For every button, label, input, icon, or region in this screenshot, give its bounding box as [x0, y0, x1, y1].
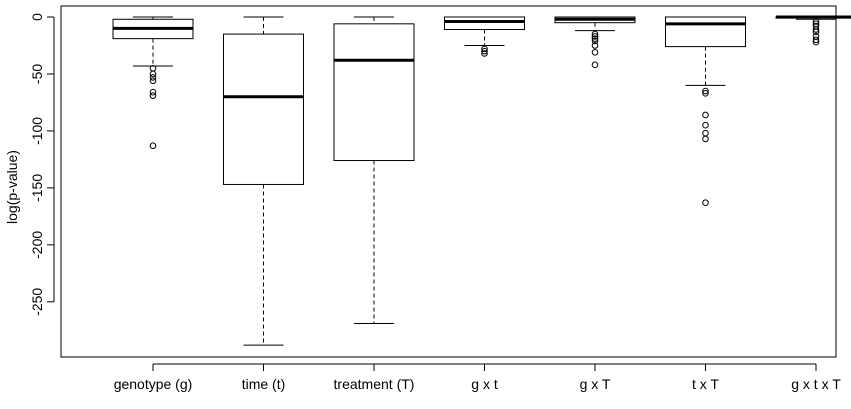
box-1	[112, 16, 194, 150]
y-tick-label: -250	[29, 288, 45, 316]
outlier-point	[149, 142, 157, 150]
y-axis: 0 -50 -100 -150 -200 -250	[29, 13, 55, 316]
y-tick-label: -200	[29, 231, 45, 259]
outlier-point	[591, 49, 599, 56]
x-tick-label: t x T	[692, 376, 719, 392]
y-tick-label: 0	[29, 13, 45, 21]
x-tick-label: g x T	[580, 376, 611, 392]
y-axis-label: log(p-value)	[4, 150, 20, 224]
x-tick-label: g x t x T	[791, 376, 841, 392]
outlier-point	[149, 88, 157, 96]
box-5	[554, 16, 636, 69]
outlier-point	[591, 42, 599, 49]
y-tick-label: -100	[29, 117, 45, 145]
outlier-point	[149, 70, 157, 78]
y-tick-label: -50	[29, 64, 45, 84]
x-tick-label: genotype (g)	[114, 376, 193, 392]
box-4	[444, 16, 525, 57]
outlier-point	[702, 129, 709, 137]
outlier-point	[812, 26, 820, 33]
outlier-point	[149, 74, 157, 81]
outlier-point	[812, 38, 820, 46]
outlier-point	[149, 92, 157, 99]
box-6	[665, 16, 746, 206]
outlier-point	[702, 199, 709, 206]
x-tick-label: g x t	[471, 376, 498, 392]
outlier-point	[702, 111, 709, 119]
box-2	[223, 16, 304, 346]
outlier-point	[591, 61, 599, 69]
iqr-box	[223, 33, 304, 185]
outlier-point	[702, 121, 709, 129]
boxplot-series	[112, 15, 851, 346]
outlier-point	[812, 18, 820, 25]
outlier-point	[812, 36, 820, 44]
outlier-point	[149, 77, 157, 85]
outlier-point	[702, 90, 709, 97]
plot-frame	[60, 5, 837, 358]
x-tick-label: treatment (T)	[334, 376, 415, 392]
box-3	[333, 16, 415, 324]
outlier-point	[481, 50, 488, 57]
x-axis: genotype (g) time (t) treatment (T) g x t g …	[114, 363, 841, 392]
outlier-point	[591, 37, 599, 45]
outlier-point	[591, 35, 599, 42]
outlier-point	[702, 87, 709, 95]
box-7	[775, 15, 851, 46]
outlier-point	[591, 33, 599, 40]
outlier-point	[481, 45, 488, 53]
outlier-point	[591, 30, 599, 38]
iqr-box	[444, 16, 525, 31]
y-tick-label: -150	[29, 174, 45, 202]
outlier-point	[812, 28, 820, 36]
iqr-box	[333, 23, 415, 162]
outlier-point	[702, 135, 709, 143]
x-tick-label: time (t)	[242, 376, 286, 392]
iqr-box	[665, 16, 746, 48]
outlier-point	[481, 47, 488, 55]
